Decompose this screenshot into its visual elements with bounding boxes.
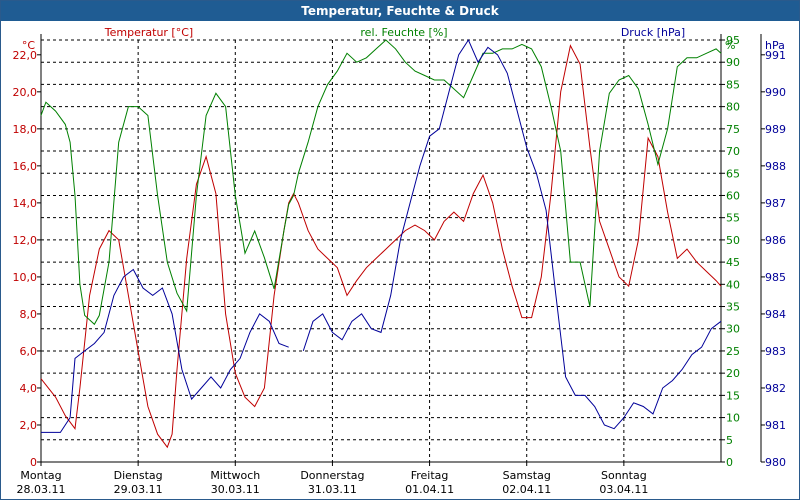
temperature-tick-label: 16,0 [13, 160, 38, 173]
humidity-tick-label: 25 [726, 345, 740, 358]
humidity-tick-label: 15 [726, 389, 740, 402]
pressure-tick-label: 980 [765, 456, 786, 469]
pressure-tick-label: 990 [765, 86, 786, 99]
humidity-tick-label: 70 [726, 145, 740, 158]
pressure-tick-label: 987 [765, 197, 786, 210]
x-day-label: Donnerstag [300, 469, 364, 482]
humidity-tick-label: 90 [726, 56, 740, 69]
humidity-tick-label: 5 [726, 434, 733, 447]
temperature-tick-label: 0 [30, 456, 37, 469]
humidity-tick-label: 10 [726, 412, 740, 425]
pressure-tick-label: 985 [765, 271, 786, 284]
x-day-label: Freitag [411, 469, 449, 482]
temperature-tick-label: 2,0 [20, 419, 38, 432]
pressure-series-line-segment2 [302, 38, 722, 430]
pressure-tick-label: 989 [765, 123, 786, 136]
temperature-tick-label: 18,0 [13, 123, 38, 136]
pressure-axis-title: Druck [hPa] [621, 26, 685, 39]
x-date-label: 01.04.11 [405, 483, 454, 496]
pressure-tick-label: 986 [765, 234, 786, 247]
temperature-tick-label: 6,0 [20, 345, 38, 358]
pressure-tick-label: 981 [765, 419, 786, 432]
pressure-unit-label: hPa [765, 39, 785, 52]
x-date-label: 03.04.11 [599, 483, 648, 496]
x-date-label: 28.03.11 [17, 483, 66, 496]
humidity-tick-label: 45 [726, 256, 740, 269]
x-day-label: Samstag [503, 469, 551, 482]
humidity-tick-label: 20 [726, 367, 740, 380]
humidity-tick-label: 40 [726, 278, 740, 291]
x-day-label: Sonntag [601, 469, 647, 482]
humidity-series-line [40, 39, 722, 326]
temperature-series-line [40, 44, 722, 449]
humidity-tick-label: 30 [726, 323, 740, 336]
x-date-label: 30.03.11 [211, 483, 260, 496]
x-date-label: 29.03.11 [114, 483, 163, 496]
pressure-tick-label: 991 [765, 49, 786, 62]
x-day-label: Mittwoch [210, 469, 260, 482]
humidity-tick-label: 0 [726, 456, 733, 469]
temperature-tick-label: 14,0 [13, 197, 38, 210]
temperature-tick-label: 8,0 [20, 308, 38, 321]
pressure-tick-label: 984 [765, 308, 786, 321]
humidity-tick-label: 95 [726, 34, 740, 47]
pressure-series-line [41, 268, 289, 433]
temperature-tick-label: 22,0 [13, 49, 38, 62]
x-day-label: Dienstag [114, 469, 163, 482]
humidity-unit-label: % [725, 39, 735, 52]
pressure-tick-label: 982 [765, 382, 786, 395]
x-date-label: 02.04.11 [502, 483, 551, 496]
x-day-label: Montag [20, 469, 61, 482]
temperature-unit-label: °C [22, 39, 36, 52]
x-date-label: 31.03.11 [308, 483, 357, 496]
humidity-tick-label: 50 [726, 234, 740, 247]
temperature-tick-label: 10,0 [13, 271, 38, 284]
pressure-tick-label: 988 [765, 160, 786, 173]
temperature-tick-label: 4,0 [20, 382, 38, 395]
humidity-tick-label: 55 [726, 212, 740, 225]
temperature-tick-label: 12,0 [13, 234, 38, 247]
humidity-tick-label: 35 [726, 301, 740, 314]
humidity-tick-label: 75 [726, 123, 740, 136]
humidity-tick-label: 60 [726, 189, 740, 202]
humidity-axis-title: rel. Feuchte [%] [360, 26, 447, 39]
temperature-axis-title: Temperatur [°C] [104, 26, 193, 39]
humidity-tick-label: 65 [726, 167, 740, 180]
temperature-tick-label: 20,0 [13, 86, 38, 99]
window-title: Temperatur, Feuchte & Druck [1, 1, 799, 21]
humidity-tick-label: 85 [726, 78, 740, 91]
pressure-tick-label: 983 [765, 345, 786, 358]
weather-chart: 0 2,0 4,0 6,0 8,0 10,0 12,0 14,0 16,0 18,0 20,0 22,… [13, 26, 787, 496]
humidity-tick-label: 80 [726, 101, 740, 114]
